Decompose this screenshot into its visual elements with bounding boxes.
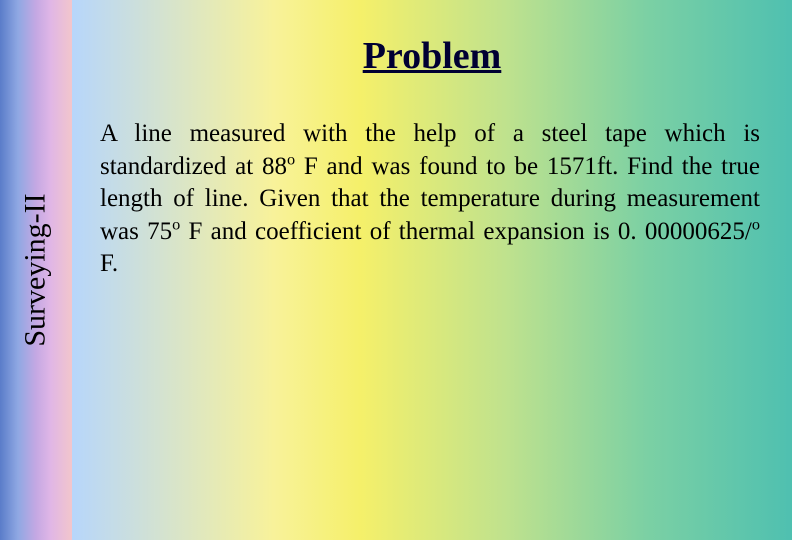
- slide: Surveying-II Problem A line measured wit…: [0, 0, 792, 540]
- title-band: Problem: [72, 0, 792, 94]
- content-band: A line measured with the help of a steel…: [72, 94, 792, 540]
- degree-sup-1: o: [287, 150, 295, 168]
- slide-title: Problem: [363, 34, 502, 78]
- problem-text: A line measured with the help of a steel…: [100, 118, 760, 281]
- body-seg-3: F and coefficient of thermal expansion i…: [180, 218, 752, 245]
- degree-sup-3: o: [752, 215, 760, 233]
- sidebar-label: Surveying-II: [19, 193, 53, 346]
- body-seg-4: F.: [100, 250, 118, 277]
- main-area: Problem A line measured with the help of…: [72, 0, 792, 540]
- sidebar: Surveying-II: [0, 0, 72, 540]
